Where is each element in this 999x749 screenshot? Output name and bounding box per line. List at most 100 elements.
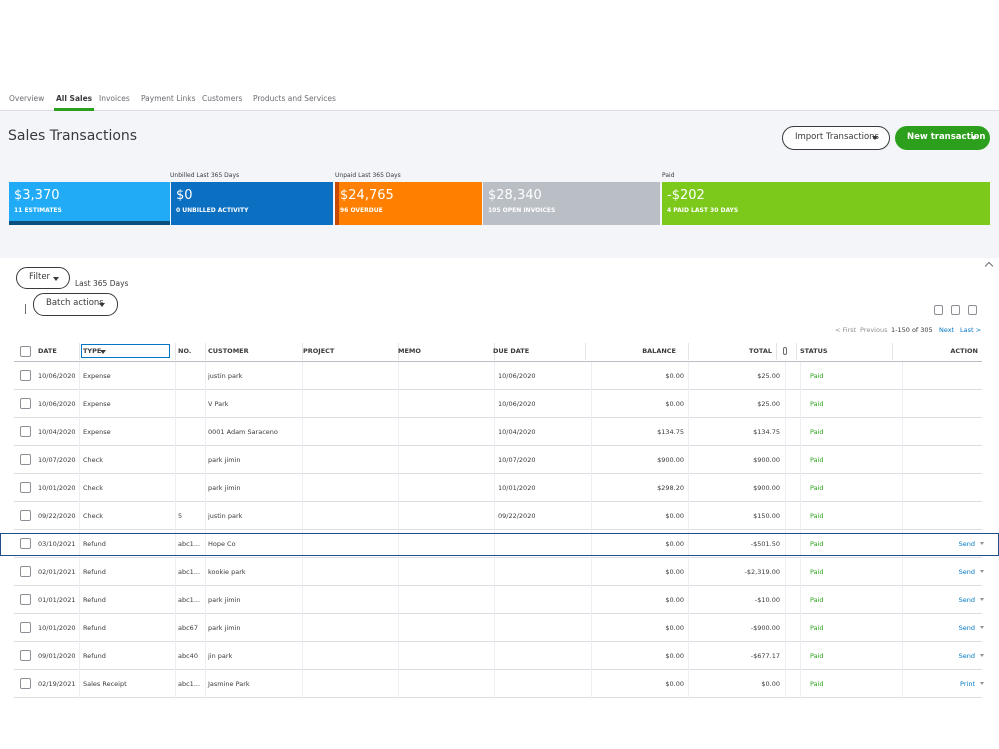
header-checkbox[interactable] xyxy=(20,346,31,357)
nav-tab[interactable]: All Sales xyxy=(56,94,93,103)
row-action-link[interactable]: Send xyxy=(958,624,975,632)
batch-button[interactable] xyxy=(33,293,118,316)
nav-tab[interactable]: Products and Services xyxy=(253,94,336,103)
row-checkbox[interactable] xyxy=(20,370,31,381)
table-cell: park jimin xyxy=(208,456,241,464)
tile-amount: $0 xyxy=(176,188,193,203)
table-cell: -$900.00 xyxy=(750,624,780,632)
action-dropdown[interactable] xyxy=(980,570,984,573)
cell-border xyxy=(494,586,495,614)
type-sort-box[interactable] xyxy=(81,344,170,358)
action-dropdown[interactable] xyxy=(980,626,984,629)
row-checkbox[interactable] xyxy=(20,454,31,465)
cell-border xyxy=(398,446,399,474)
cell-border xyxy=(205,642,206,670)
row-action-link[interactable]: Send xyxy=(958,568,975,576)
pagination-previous[interactable]: Previous xyxy=(860,326,888,334)
table-cell: abc1... xyxy=(178,568,201,576)
tile-accent xyxy=(9,221,170,225)
cell-border xyxy=(398,642,399,670)
table-cell: 10/06/2020 xyxy=(498,400,536,408)
row-checkbox[interactable] xyxy=(20,510,31,521)
column-header[interactable]: CUSTOMER xyxy=(208,347,249,355)
collapse-arrow[interactable] xyxy=(984,261,994,271)
column-header[interactable]: DUE DATE xyxy=(493,347,530,355)
toolbar-icon[interactable] xyxy=(951,305,960,315)
cell-border xyxy=(79,390,80,418)
column-header[interactable]: PROJECT xyxy=(303,347,335,355)
filter-button[interactable] xyxy=(16,267,70,289)
column-header[interactable]: BALANCE xyxy=(642,347,676,355)
column-header[interactable]: DATE xyxy=(38,347,57,355)
table-row xyxy=(14,390,982,418)
pagination-last[interactable]: Last > xyxy=(960,326,982,334)
table-cell: 10/06/2020 xyxy=(38,400,76,408)
filter-range: Last 365 Days xyxy=(75,279,129,288)
row-action-link[interactable]: Send xyxy=(958,596,975,604)
row-checkbox[interactable] xyxy=(20,398,31,409)
cell-border xyxy=(688,446,689,474)
row-action-link[interactable]: Send xyxy=(958,540,975,548)
action-dropdown[interactable] xyxy=(980,682,984,685)
nav-tab[interactable]: Customers xyxy=(202,94,243,103)
table-row xyxy=(14,642,982,670)
table-cell: $25.00 xyxy=(757,400,780,408)
table-cell: abc67 xyxy=(178,624,198,632)
tile-amount: $3,370 xyxy=(14,188,60,203)
status-cell: Paid xyxy=(810,568,824,576)
tile-amount: $24,765 xyxy=(340,188,394,203)
money-group-label: Unpaid Last 365 Days xyxy=(335,172,401,179)
table-cell: $25.00 xyxy=(757,372,780,380)
toolbar-icon[interactable] xyxy=(934,305,943,315)
column-header[interactable]: TYPE xyxy=(83,347,102,355)
row-checkbox[interactable] xyxy=(20,594,31,605)
row-checkbox[interactable] xyxy=(20,678,31,689)
pagination-next[interactable]: Next xyxy=(939,326,955,334)
cell-border xyxy=(398,558,399,586)
row-checkbox[interactable] xyxy=(20,538,31,549)
column-header[interactable]: ACTION xyxy=(950,347,978,355)
row-checkbox[interactable] xyxy=(20,566,31,577)
row-checkbox[interactable] xyxy=(20,482,31,493)
cell-border xyxy=(175,530,176,558)
column-header[interactable]: TOTAL xyxy=(748,347,772,355)
table-row xyxy=(14,670,982,698)
toolbar-icon[interactable] xyxy=(968,305,977,315)
table-row xyxy=(14,586,982,614)
caret-icon xyxy=(99,303,105,307)
row-action-link[interactable]: Send xyxy=(958,652,975,660)
table-cell: $900.00 xyxy=(753,456,780,464)
action-dropdown[interactable] xyxy=(980,598,984,601)
cell-border xyxy=(494,362,495,390)
cell-border xyxy=(302,642,303,670)
action-dropdown[interactable] xyxy=(980,542,984,545)
cell-border xyxy=(800,390,801,418)
nav-tab[interactable]: Payment Links xyxy=(141,94,196,103)
row-checkbox[interactable] xyxy=(20,622,31,633)
cell-border xyxy=(902,446,903,474)
column-header[interactable]: NO. xyxy=(178,347,192,355)
nav-tab[interactable]: Overview xyxy=(9,94,45,103)
column-header[interactable]: STATUS xyxy=(800,347,828,355)
cell-border xyxy=(785,474,786,502)
row-action-link[interactable]: Print xyxy=(960,680,975,688)
batch-label: Batch actions xyxy=(46,298,104,308)
cell-border xyxy=(785,390,786,418)
cell-border xyxy=(398,614,399,642)
cell-border xyxy=(302,446,303,474)
cell-border xyxy=(494,642,495,670)
nav-tab[interactable]: Invoices xyxy=(99,94,130,103)
cell-border xyxy=(785,614,786,642)
column-header[interactable]: MEMO xyxy=(398,347,421,355)
table-cell: 10/06/2020 xyxy=(498,372,536,380)
cell-border xyxy=(785,502,786,530)
cell-border xyxy=(591,502,592,530)
cell-border xyxy=(591,362,592,390)
table-cell: Refund xyxy=(83,652,106,660)
cell-border xyxy=(800,502,801,530)
money-group-label: Paid xyxy=(662,172,675,179)
row-checkbox[interactable] xyxy=(20,650,31,661)
action-dropdown[interactable] xyxy=(980,654,984,657)
pagination-first[interactable]: < First xyxy=(835,326,857,334)
row-checkbox[interactable] xyxy=(20,426,31,437)
